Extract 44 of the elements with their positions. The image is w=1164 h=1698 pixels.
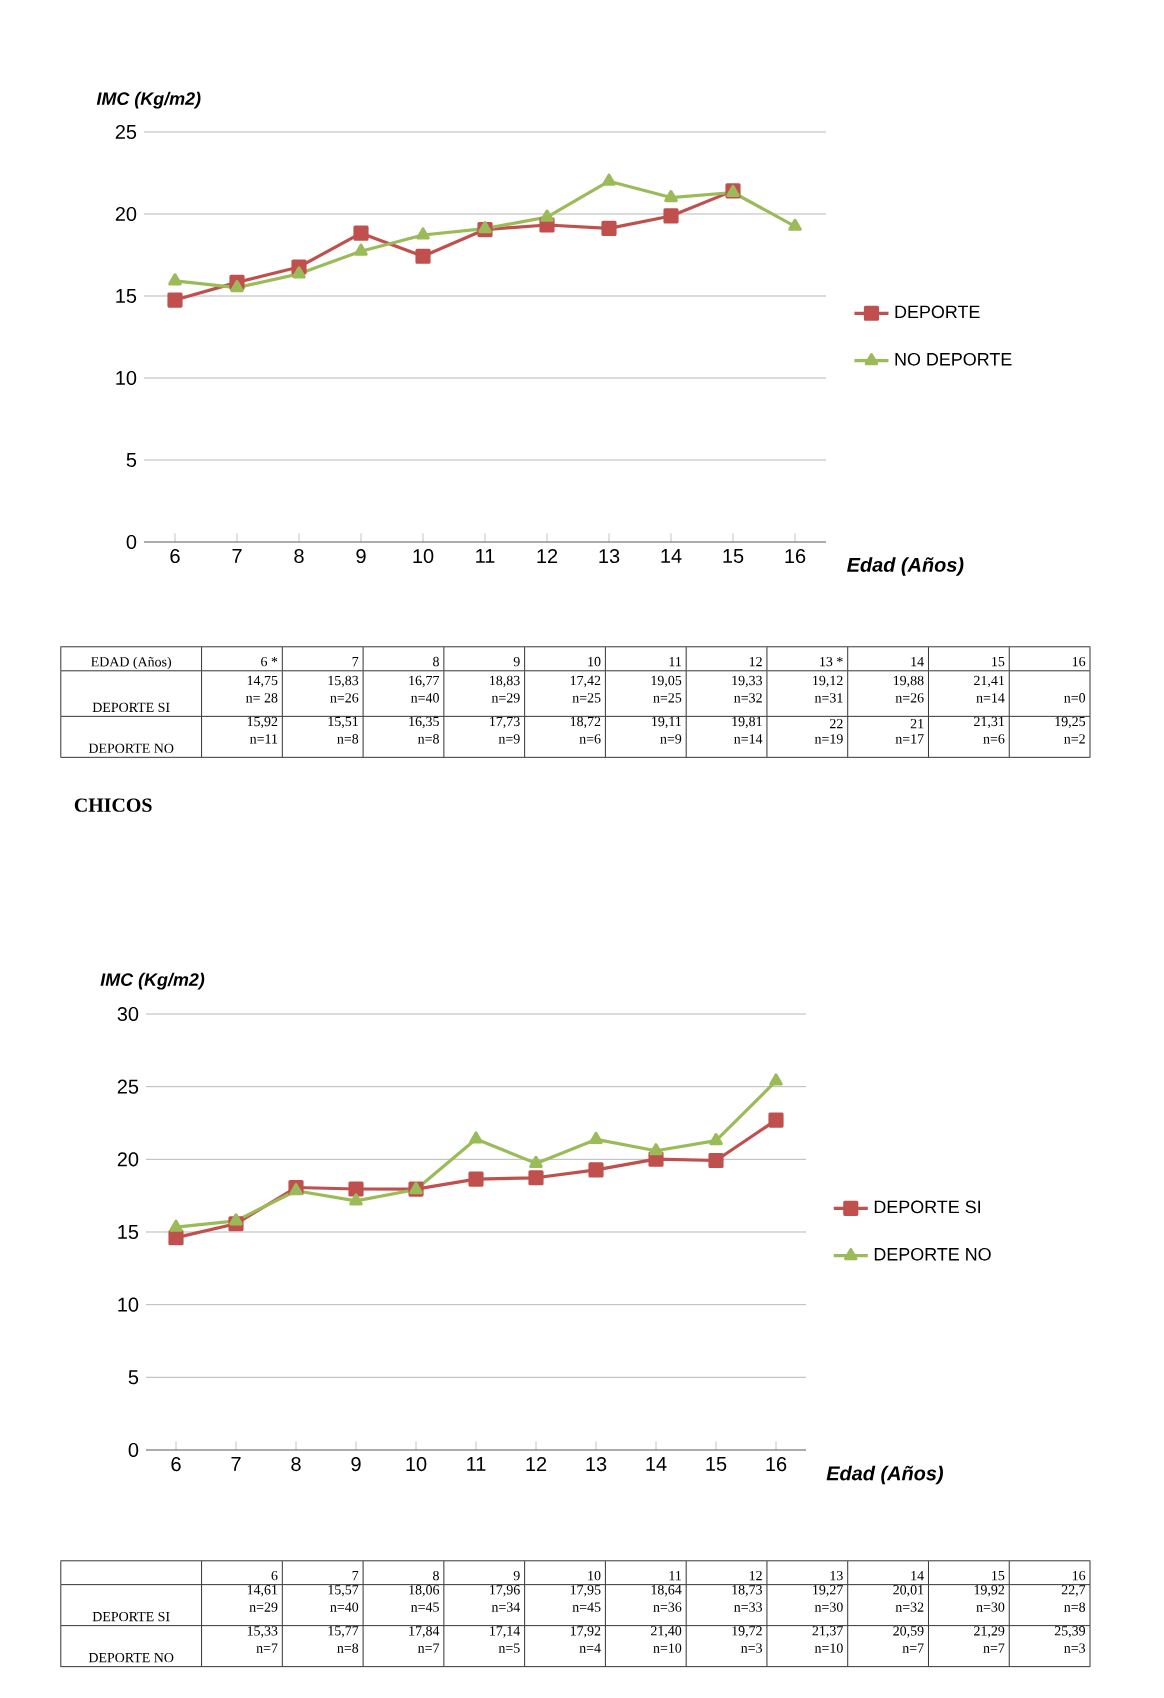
x-tick-label: 10	[413, 549, 434, 564]
y-tick-label: 10	[118, 1297, 139, 1312]
x-tick-label: 11	[467, 1457, 486, 1471]
legend-label: DEPORTE NO	[874, 1247, 991, 1261]
x-tick-label: 7	[232, 549, 242, 563]
y-tick-label: 0	[128, 1442, 139, 1458]
x-tick-label: 14	[646, 1457, 667, 1471]
x-tick-label: 13	[586, 1457, 607, 1472]
x-tick-label: 9	[356, 549, 366, 564]
y-tick-label: 15	[118, 1225, 139, 1239]
x-tick-label: 15	[723, 549, 744, 563]
x-tick-label: 8	[291, 1457, 301, 1472]
x-tick-label: 8	[294, 549, 304, 564]
y-tick-label: 25	[115, 124, 137, 140]
y-tick-label: 5	[126, 453, 137, 467]
y-tick-label: 0	[126, 534, 137, 550]
x-tick-label: 15	[706, 1457, 727, 1471]
y-tick-label: 20	[117, 1152, 139, 1167]
x-tick-label: 12	[526, 1457, 547, 1471]
chart-title: CHICOS	[74, 798, 152, 812]
y-tick-label: 20	[115, 206, 137, 222]
x-tick-label: 9	[351, 1457, 361, 1472]
x-tick-label: 12	[537, 549, 558, 563]
y-tick-label: 25	[117, 1079, 139, 1094]
y-tick-label: 10	[116, 370, 137, 386]
x-tick-label: 10	[406, 1457, 427, 1472]
y-tick-label: 15	[116, 289, 137, 303]
legend-label: DEPORTE SI	[874, 1200, 981, 1214]
legend-label: DEPORTE	[895, 305, 980, 319]
x-tick-label: 16	[766, 1457, 787, 1472]
y-tick-label: 30	[117, 1006, 139, 1022]
x-tick-label: 13	[599, 549, 620, 564]
legend-label: NO DEPORTE	[895, 352, 1012, 366]
x-tick-label: 14	[661, 549, 682, 563]
x-tick-label: 6	[170, 549, 180, 564]
x-tick-label: 7	[231, 1457, 241, 1471]
y-axis-title: IMC (Kg/m2)	[100, 972, 205, 990]
x-axis-title: Edad (Años)	[826, 1465, 943, 1485]
x-tick-label: 11	[476, 549, 495, 563]
x-axis-title: Edad (Años)	[847, 557, 964, 576]
x-tick-label: 16	[785, 549, 806, 564]
y-axis-title: IMC (Kg/m2)	[96, 91, 201, 109]
x-tick-label: 6	[171, 1457, 181, 1472]
y-tick-label: 5	[128, 1370, 139, 1385]
